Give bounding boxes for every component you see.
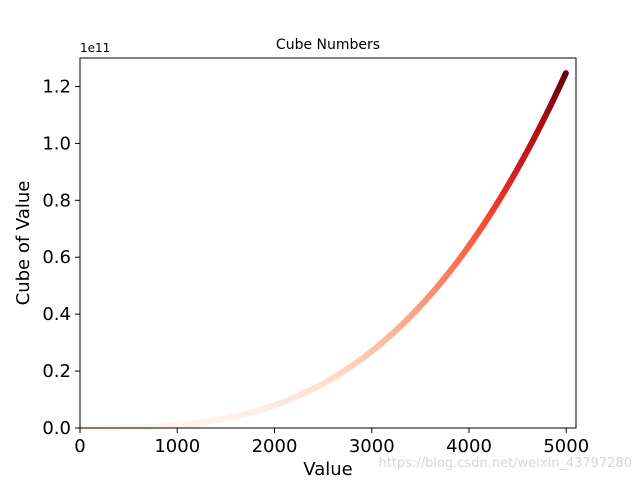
x-axis-label: Value — [303, 459, 352, 480]
y-tick-label: 1.2 — [42, 76, 71, 97]
y-axis-label: Cube of Value — [13, 181, 34, 306]
x-tick-label: 0 — [74, 436, 85, 457]
y-tick-label: 0.6 — [42, 247, 71, 268]
y-tick-label: 0.2 — [42, 361, 71, 382]
y-axis-ticks: 0.0 0.2 0.4 0.6 0.8 1.0 1.2 — [42, 76, 80, 439]
x-axis-ticks: 0 1000 2000 3000 4000 5000 — [74, 428, 589, 457]
y-tick-label: 0.4 — [42, 304, 71, 325]
x-tick-label: 2000 — [252, 436, 298, 457]
x-tick-label: 1000 — [154, 436, 200, 457]
data-point — [562, 70, 569, 77]
x-tick-label: 5000 — [543, 436, 589, 457]
y-tick-label: 0.0 — [42, 418, 71, 439]
plot-frame — [79, 57, 577, 429]
watermark-text: https://blog.csdn.net/weixin_43797280 — [378, 456, 632, 471]
y-axis-offset-label: 1e11 — [80, 41, 110, 55]
x-tick-label: 3000 — [349, 436, 395, 457]
x-tick-label: 4000 — [446, 436, 492, 457]
y-tick-label: 0.8 — [42, 190, 71, 211]
chart-title: Cube Numbers — [276, 37, 380, 53]
y-tick-label: 1.0 — [42, 133, 71, 154]
